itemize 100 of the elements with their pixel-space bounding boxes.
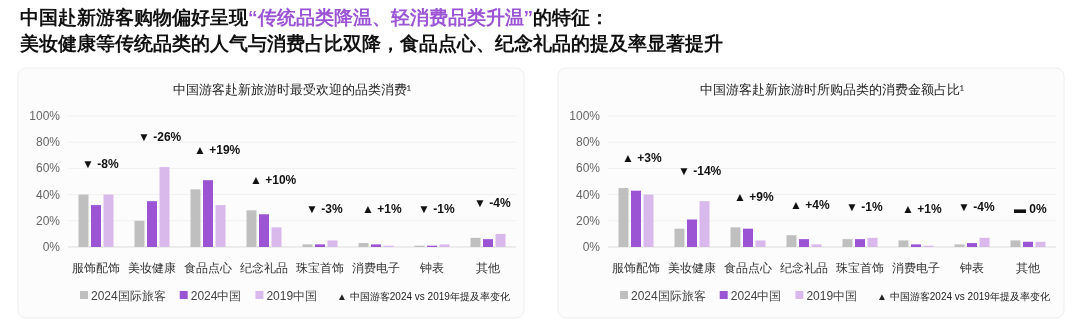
legend-label: 2019中国 [806,289,858,303]
y-tick-label: 60% [35,161,61,176]
x-tick-label: 其他 [1016,261,1040,275]
bar [1023,241,1033,247]
x-tick-label: 食品点心 [724,261,772,275]
bar [358,243,369,247]
annotation: ▲ +1% [362,201,402,216]
bar [911,244,921,247]
bar [855,239,865,247]
chart-title: 中国游客赴新旅游时最受欢迎的品类消费¹ [172,82,412,97]
annotation: ▼ -14% [678,163,722,178]
legend-label: 2024中国 [730,289,782,303]
legend-label: 2024国际旅客 [631,289,706,303]
annotation: ▼ -8% [82,157,119,172]
x-tick-label: 美妆健康 [668,261,716,275]
x-tick-label: 钟表 [419,261,444,275]
chart-title: 中国游客赴新旅游时所购品类的消费金额占比¹ [699,82,965,97]
bar [842,239,853,247]
x-tick-label: 纪念礼品 [780,261,828,275]
bar [259,214,269,247]
annotation: ▬ 0% [1014,201,1048,216]
bar [743,228,753,247]
bar [618,188,629,247]
bar [730,227,741,247]
bar [1010,240,1021,247]
annotation: ▲ +19% [194,142,241,157]
bar [91,205,101,247]
annotation: ▼ -1% [418,201,455,216]
y-tick-label: 60% [575,161,601,176]
bar [898,240,909,247]
annotation: ▼ -4% [474,196,511,211]
bar [979,237,990,247]
y-tick-label: 100% [29,109,61,123]
y-tick-label: 80% [575,135,601,150]
annotation: ▲ +3% [622,150,662,165]
x-tick-label: 服饰配饰 [72,261,120,275]
x-tick-label: 美妆健康 [128,261,176,275]
annotation: ▲ +1% [902,201,942,216]
bar [439,244,450,247]
y-tick-label: 40% [575,187,601,202]
annotation: ▲ +9% [734,189,774,204]
x-tick-label: 纪念礼品 [240,261,288,275]
bar [371,244,381,247]
bar [967,243,977,247]
y-tick-label: 0% [42,240,61,254]
bar [190,189,201,247]
x-tick-label: 珠宝首饰 [296,261,344,275]
bar [643,194,654,247]
y-tick-label: 0% [582,240,601,254]
y-tick-label: 100% [569,109,601,123]
bar [159,167,170,247]
bar [687,219,697,247]
bar [755,240,766,247]
legend-label: 2024国际旅客 [91,289,166,303]
y-tick-label: 40% [35,187,61,202]
bar [699,201,710,247]
bar [674,228,685,247]
annotation: ▲ +4% [790,197,830,212]
bar [203,180,213,247]
text: 中国赴新游客购物偏好呈现“传统品类降温、轻消费品类升温”的特征： [20,7,609,28]
annotation: ▼ -26% [138,129,182,144]
bar [495,233,506,247]
bar [103,194,114,247]
bar [470,237,481,247]
x-tick-label: 珠宝首饰 [836,261,884,275]
bar [327,240,338,247]
text: 美妆健康等传统品类的人气与消费占比双降，食品点心、纪念礼品的提及率显著提升 [19,33,723,54]
bar [954,244,965,247]
annotation: ▲ +10% [250,172,297,187]
x-tick-label: 消费电子 [352,261,400,275]
x-tick-label: 食品点心 [184,261,232,275]
x-tick-label: 服饰配饰 [612,261,660,275]
x-tick-label: 消费电子 [892,261,940,275]
bar [302,244,313,247]
legend-label: 2024中国 [190,289,242,303]
bar [483,239,493,247]
annotation: ▼ -1% [846,200,883,215]
bar [246,210,257,247]
bar [147,201,157,247]
y-tick-label: 80% [35,135,61,150]
y-tick-label: 20% [35,213,61,228]
bar [134,220,145,247]
text: ▲ 中国游客2024 vs 2019年提及率变化 [337,291,510,302]
bar [867,237,878,247]
text: ▲ 中国游客2024 vs 2019年提及率变化 [877,291,1050,302]
bar [315,244,325,247]
bar [1035,241,1046,247]
x-tick-label: 其他 [476,261,500,275]
bar [271,227,282,247]
y-tick-label: 20% [575,213,601,228]
bar [799,239,809,247]
bar [215,205,226,247]
bar [786,235,797,247]
bar [631,190,641,247]
legend-label: 2019中国 [266,289,318,303]
annotation: ▼ -4% [958,200,995,215]
bar [78,194,89,247]
annotation: ▼ -3% [306,201,343,216]
x-tick-label: 钟表 [959,261,984,275]
bar [811,244,822,247]
